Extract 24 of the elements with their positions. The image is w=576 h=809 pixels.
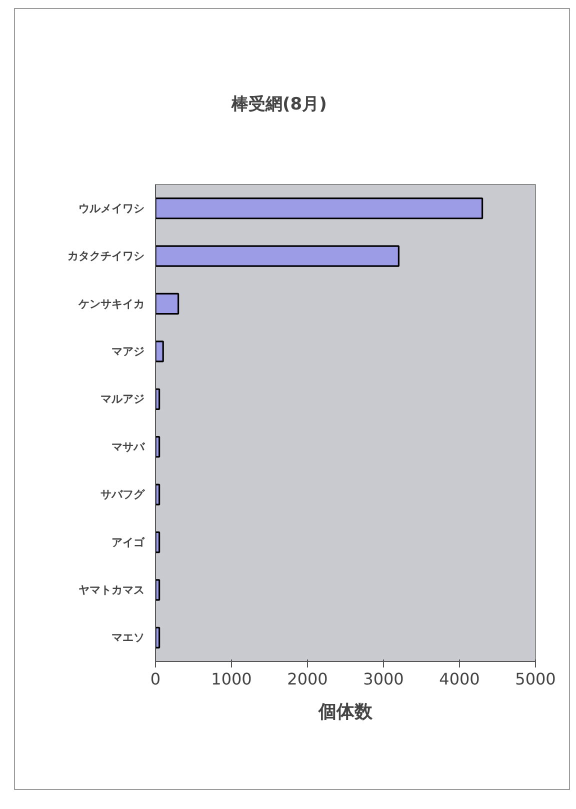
y-tick-label: サバフグ [100, 488, 146, 502]
bar [156, 484, 160, 506]
y-tick-label: マアジ [112, 344, 144, 358]
x-tick-label: 4000 [439, 670, 480, 688]
chart-title: 棒受網(8月) [230, 94, 327, 114]
y-tick-label: マエソ [112, 631, 144, 644]
bar [156, 198, 484, 220]
y-tick-label: マルアジ [100, 392, 144, 406]
y-tick-label: アイゴ [112, 536, 146, 549]
y-tick-label: カタクチイワシ [68, 250, 144, 263]
bar [156, 292, 180, 315]
x-axis-title: 個体数 [318, 702, 374, 722]
bar [156, 340, 164, 362]
y-tick-label: マサバ [112, 440, 146, 454]
bar [156, 245, 400, 267]
x-tick-label: 0 [150, 670, 161, 688]
y-tick-label: ケンサキイカ [78, 297, 144, 310]
y-tick-label: ウルメイワシ [78, 202, 144, 215]
x-tick-label: 5000 [515, 670, 556, 688]
x-tick-label: 2000 [287, 670, 328, 688]
x-tick-label: 1000 [211, 670, 252, 688]
bar [156, 579, 160, 601]
x-tick-label: 3000 [363, 670, 404, 688]
y-tick-label: ヤマトカマス [78, 583, 144, 596]
